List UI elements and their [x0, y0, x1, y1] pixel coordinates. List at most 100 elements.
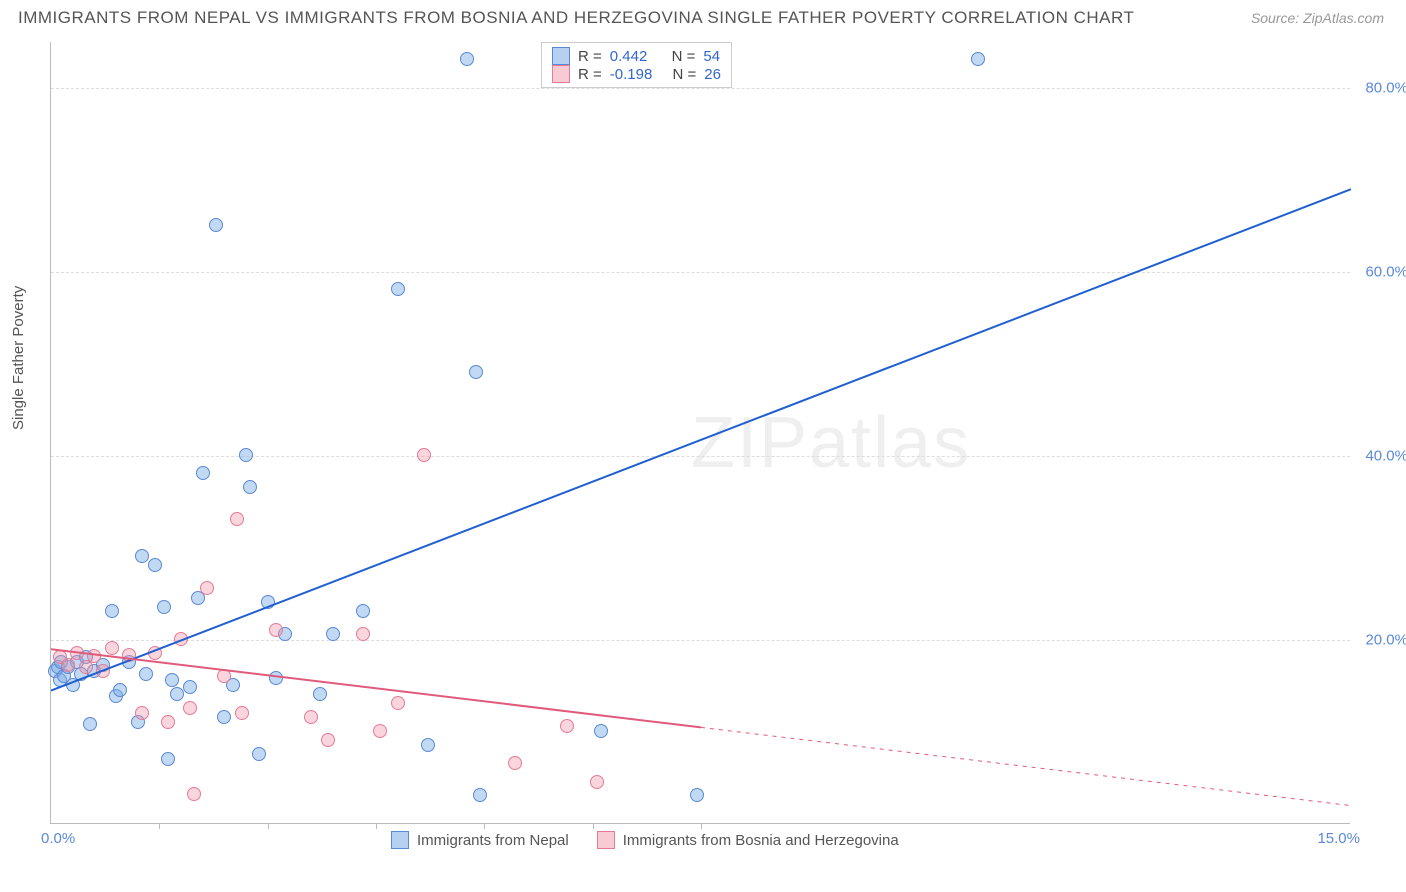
r-label: R = [578, 66, 602, 83]
data-point [135, 549, 149, 563]
x-tick-mark [593, 823, 594, 829]
data-point [87, 649, 101, 663]
y-tick-label: 60.0% [1365, 264, 1406, 281]
data-point [239, 448, 253, 462]
data-point [356, 627, 370, 641]
data-point [200, 581, 214, 595]
swatch-blue-icon [552, 47, 570, 65]
stats-legend: R = 0.442 N = 54 R = -0.198 N = 26 [541, 42, 732, 88]
data-point [135, 706, 149, 720]
y-tick-label: 80.0% [1365, 80, 1406, 97]
watermark: ZIPatlas [691, 402, 971, 484]
data-point [391, 696, 405, 710]
data-point [122, 648, 136, 662]
data-point [460, 52, 474, 66]
data-point [83, 717, 97, 731]
data-point [230, 512, 244, 526]
data-point [139, 667, 153, 681]
data-point [196, 466, 210, 480]
r-label: R = [578, 48, 602, 65]
data-point [157, 600, 171, 614]
data-point [326, 627, 340, 641]
x-tick-mark [484, 823, 485, 829]
data-point [161, 715, 175, 729]
plot-area: ZIPatlas R = 0.442 N = 54 R = -0.198 N =… [50, 42, 1350, 824]
data-point [113, 683, 127, 697]
n-label: N = [672, 48, 696, 65]
data-point [469, 365, 483, 379]
data-point [161, 752, 175, 766]
x-tick-mark [701, 823, 702, 829]
n-label: N = [672, 66, 696, 83]
data-point [217, 669, 231, 683]
data-point [594, 724, 608, 738]
data-point [421, 738, 435, 752]
legend-item-blue: Immigrants from Nepal [391, 831, 569, 849]
data-point [313, 687, 327, 701]
data-point [96, 664, 110, 678]
data-point [165, 673, 179, 687]
data-point [473, 788, 487, 802]
stats-row-blue: R = 0.442 N = 54 [552, 47, 721, 65]
data-point [174, 632, 188, 646]
data-point [217, 710, 231, 724]
stats-row-pink: R = -0.198 N = 26 [552, 65, 721, 83]
legend-item-pink: Immigrants from Bosnia and Herzegovina [597, 831, 899, 849]
n-value-blue: 54 [703, 48, 720, 65]
data-point [417, 448, 431, 462]
source-attribution: Source: ZipAtlas.com [1251, 10, 1384, 26]
watermark-zip: ZIP [691, 403, 809, 483]
data-point [269, 623, 283, 637]
r-value-pink: -0.198 [610, 66, 653, 83]
trend-line [701, 727, 1351, 805]
data-point [235, 706, 249, 720]
x-tick-mark [159, 823, 160, 829]
data-point [148, 558, 162, 572]
data-point [508, 756, 522, 770]
gridline [51, 272, 1350, 273]
data-point [269, 671, 283, 685]
x-tick-mark [268, 823, 269, 829]
data-point [560, 719, 574, 733]
data-point [105, 604, 119, 618]
trend-line [51, 649, 701, 727]
x-tick-mark [376, 823, 377, 829]
data-point [971, 52, 985, 66]
data-point [170, 687, 184, 701]
data-point [373, 724, 387, 738]
legend-label-pink: Immigrants from Bosnia and Herzegovina [623, 832, 899, 849]
data-point [321, 733, 335, 747]
y-tick-label: 40.0% [1365, 448, 1406, 465]
data-point [209, 218, 223, 232]
data-point [148, 646, 162, 660]
data-point [243, 480, 257, 494]
gridline [51, 88, 1350, 89]
chart-title: IMMIGRANTS FROM NEPAL VS IMMIGRANTS FROM… [18, 8, 1134, 28]
data-point [391, 282, 405, 296]
data-point [252, 747, 266, 761]
y-tick-label: 20.0% [1365, 632, 1406, 649]
gridline [51, 640, 1350, 641]
data-point [105, 641, 119, 655]
data-point [70, 646, 84, 660]
data-point [183, 701, 197, 715]
trend-line [51, 189, 1351, 690]
data-point [187, 787, 201, 801]
series-legend: Immigrants from Nepal Immigrants from Bo… [391, 831, 899, 849]
n-value-pink: 26 [704, 66, 721, 83]
legend-label-blue: Immigrants from Nepal [417, 832, 569, 849]
swatch-pink-icon [597, 831, 615, 849]
x-tick-max: 15.0% [1317, 830, 1360, 847]
swatch-blue-icon [391, 831, 409, 849]
data-point [690, 788, 704, 802]
swatch-pink-icon [552, 65, 570, 83]
data-point [261, 595, 275, 609]
data-point [183, 680, 197, 694]
r-value-blue: 0.442 [610, 48, 648, 65]
data-point [590, 775, 604, 789]
data-point [304, 710, 318, 724]
watermark-atlas: atlas [809, 403, 971, 483]
y-axis-label: Single Father Poverty [10, 286, 27, 430]
data-point [61, 658, 75, 672]
data-point [356, 604, 370, 618]
